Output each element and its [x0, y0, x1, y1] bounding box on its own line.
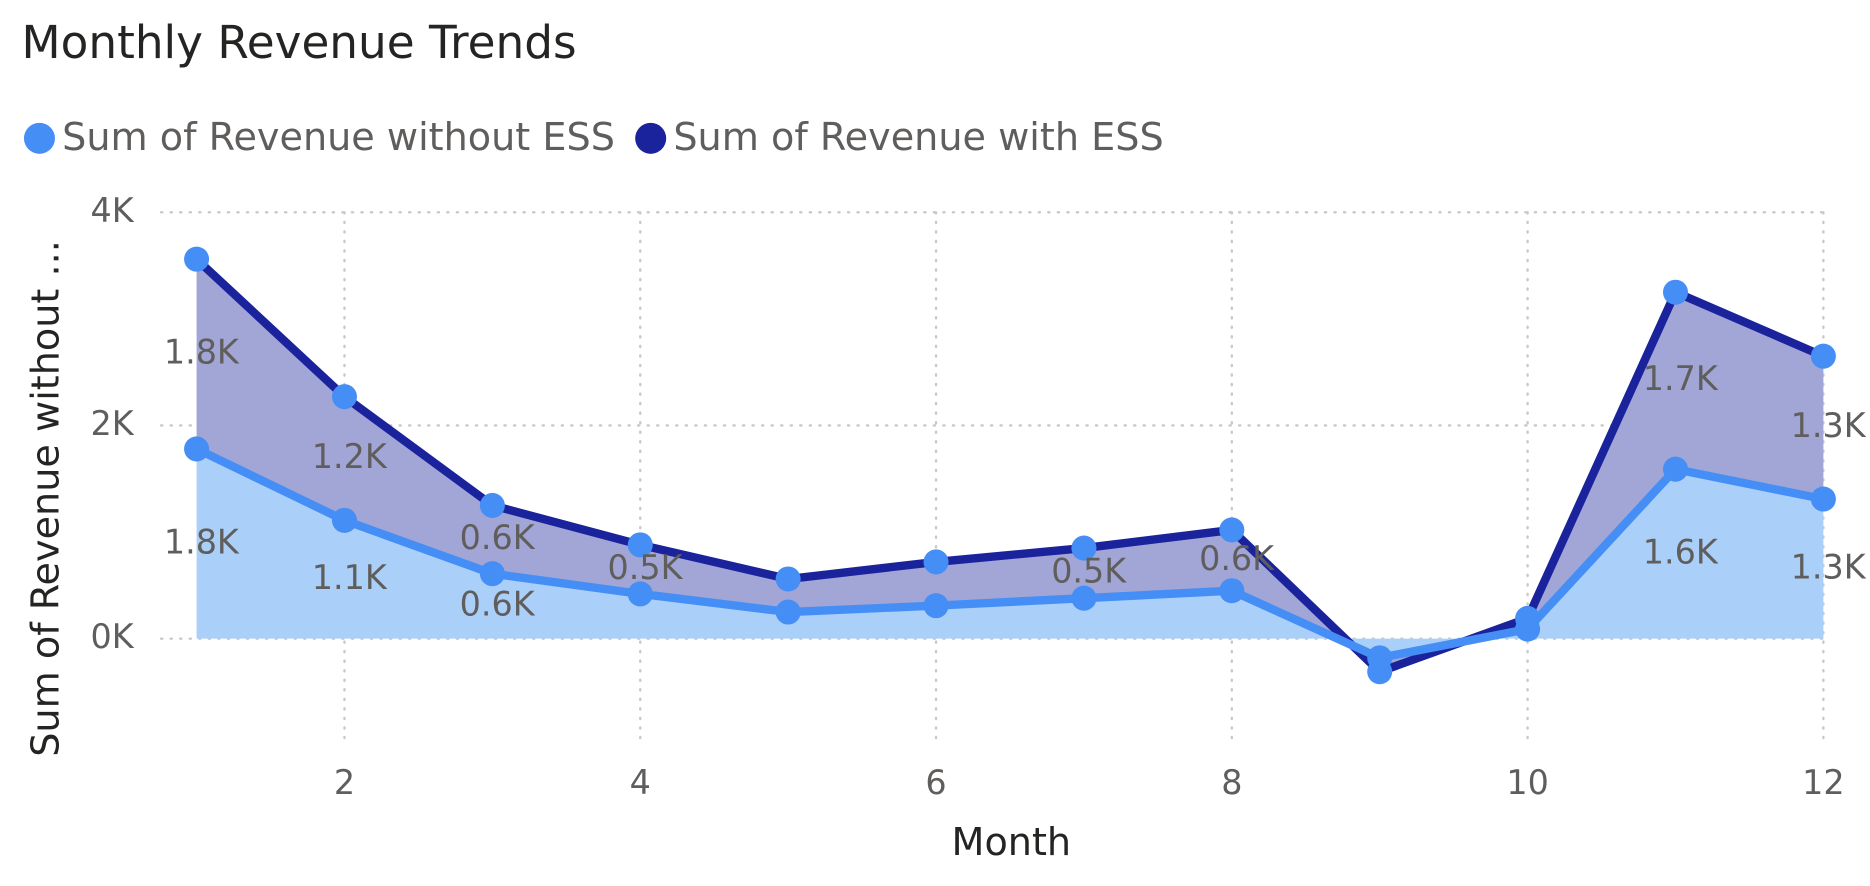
marker: [1515, 605, 1541, 631]
marker: [1662, 456, 1689, 482]
marker: [1071, 585, 1097, 611]
x-tick-label: 12: [1802, 763, 1844, 802]
marker: [184, 436, 210, 462]
data-label: 1.6K: [1643, 532, 1719, 571]
marker: [627, 581, 653, 607]
data-label: 1.3K: [1791, 406, 1867, 445]
x-tick-label: 6: [925, 763, 946, 802]
x-axis-title: Month: [952, 820, 1072, 864]
y-axis-title: Sum of Revenue without ...: [23, 240, 67, 757]
legend-label: Sum of Revenue without ESS: [62, 115, 615, 159]
marker: [775, 599, 801, 625]
marker: [627, 532, 653, 558]
marker: [1662, 279, 1689, 305]
marker: [479, 492, 505, 518]
x-tick-label: 10: [1506, 763, 1548, 802]
marker: [1219, 517, 1245, 543]
data-label: 0.6K: [1199, 539, 1275, 578]
chart-title: Monthly Revenue Trends: [22, 16, 577, 69]
area: [196, 259, 1824, 672]
marker: [1810, 343, 1836, 369]
data-label: 1.8K: [164, 333, 240, 372]
data-label: 0.5K: [1051, 552, 1127, 591]
data-label: 1.7K: [1643, 359, 1719, 398]
y-tick-label: 0K: [91, 617, 135, 656]
marker: [331, 384, 357, 410]
x-tick-label: 4: [630, 763, 651, 802]
marker: [923, 549, 949, 575]
line: [193, 256, 1826, 676]
marker: [331, 507, 357, 533]
marker: [1367, 659, 1393, 685]
marker: [923, 593, 949, 619]
area: [196, 448, 1824, 658]
data-label: 0.6K: [460, 518, 536, 557]
legend-marker: [635, 122, 667, 154]
data-label: 0.5K: [608, 548, 684, 587]
data-label: 1.3K: [1791, 547, 1867, 586]
marker: [184, 246, 210, 272]
marker: [775, 566, 801, 592]
marker: [479, 561, 505, 587]
y-tick-label: 4K: [91, 191, 135, 230]
marker: [1219, 578, 1245, 604]
x-tick-label: 2: [334, 763, 355, 802]
legend-marker: [23, 122, 55, 154]
line: [194, 445, 1825, 663]
data-label: 1.2K: [312, 437, 388, 476]
data-label: 1.8K: [164, 522, 240, 561]
data-label: 0.6K: [460, 585, 536, 624]
legend-label: Sum of Revenue with ESS: [673, 115, 1163, 159]
marker: [1071, 535, 1097, 561]
y-tick-label: 2K: [91, 404, 135, 443]
marker: [1810, 486, 1836, 512]
x-tick-label: 8: [1221, 763, 1242, 802]
data-label: 1.1K: [312, 558, 388, 597]
